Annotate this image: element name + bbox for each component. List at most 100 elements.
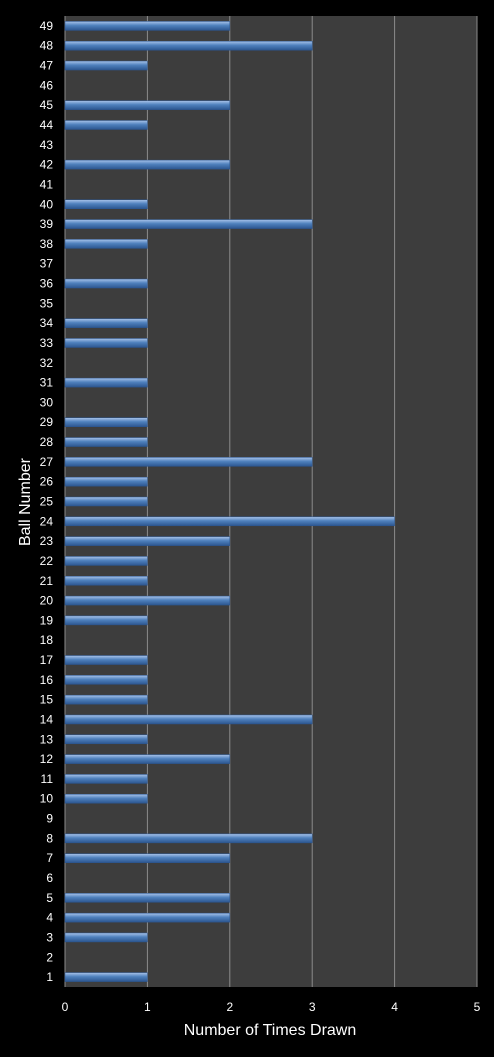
y-tick-label: 3 [46,930,53,944]
bar [64,239,148,249]
bar [64,437,148,447]
y-tick-label: 24 [40,514,54,528]
bar [64,734,148,745]
bar [64,377,148,388]
bar [64,932,148,943]
y-tick-label: 17 [40,653,54,667]
y-tick-label: 6 [46,871,53,885]
y-tick-label: 18 [40,633,54,647]
y-tick-label: 42 [40,158,54,172]
y-tick-label: 35 [40,296,54,310]
y-tick-label: 7 [46,851,53,865]
y-tick-label: 36 [40,277,54,291]
y-tick-label: 20 [40,594,54,608]
y-tick-label: 16 [40,673,54,687]
y-tick-label: 21 [40,574,54,588]
bar [64,675,148,685]
y-tick-label: 45 [40,98,54,112]
y-tick-label: 49 [40,19,54,33]
y-tick-label: 28 [40,435,54,449]
bar [64,457,313,467]
y-tick-label: 30 [40,395,54,409]
bar [64,40,313,51]
y-tick-label: 15 [40,693,54,707]
y-tick-label: 23 [40,534,54,548]
bar [64,893,231,903]
bar [64,714,313,725]
y-tick-label: 41 [40,177,54,191]
x-tick-label: 3 [309,1000,316,1014]
y-tick-label: 12 [40,752,54,766]
y-tick-labels: 1234567891011121314151617181920212223242… [40,19,54,984]
y-tick-label: 29 [40,415,54,429]
bar [64,595,231,606]
x-tick-labels: 0 1 2 3 4 5 [62,1000,481,1014]
bar [64,833,313,844]
bar [64,318,148,328]
bar [64,199,148,210]
bar [64,496,148,507]
y-tick-label: 48 [40,39,54,53]
y-tick-label: 33 [40,336,54,350]
y-tick-label: 10 [40,792,54,806]
bar [64,100,231,110]
y-tick-label: 32 [40,356,54,370]
y-tick-label: 39 [40,217,54,231]
bar [64,556,148,566]
y-tick-label: 37 [40,257,54,271]
y-axis-title: Ball Number [17,457,34,546]
y-tick-label: 2 [46,950,53,964]
bar [64,338,148,348]
y-tick-label: 47 [40,59,54,73]
y-tick-label: 25 [40,495,54,509]
x-tick-label: 4 [391,1000,398,1014]
y-tick-label: 34 [40,316,54,330]
bar [64,21,231,31]
y-tick-label: 13 [40,732,54,746]
y-tick-label: 9 [46,812,53,826]
bar [64,793,148,804]
bar [64,417,148,427]
y-tick-label: 31 [40,376,54,390]
bar [64,476,148,487]
bar [64,615,148,626]
y-tick-label: 14 [40,712,54,726]
bar [64,219,313,229]
y-tick-label: 44 [40,118,54,132]
bar [64,278,148,289]
bar [64,516,395,527]
bar [64,972,148,982]
bar [64,120,148,130]
y-tick-label: 19 [40,613,54,627]
bar [64,912,231,923]
bar [64,853,231,863]
y-tick-label: 38 [40,237,54,251]
y-tick-label: 4 [46,911,53,925]
y-tick-label: 46 [40,78,54,92]
x-axis-title: Number of Times Drawn [184,1022,357,1039]
bar [64,60,148,71]
y-tick-label: 26 [40,475,54,489]
y-tick-label: 40 [40,197,54,211]
x-tick-label: 2 [226,1000,233,1014]
bar [64,159,231,170]
bar [64,754,231,764]
bar [64,576,148,586]
bars [64,21,395,982]
x-tick-label: 5 [474,1000,481,1014]
bar [64,774,148,784]
y-tick-label: 11 [41,772,54,786]
bar [64,536,231,546]
x-tick-label: 1 [144,1000,151,1014]
y-tick-label: 1 [46,970,53,984]
y-tick-label: 5 [46,891,53,905]
bar [64,694,148,705]
y-tick-label: 27 [40,455,54,469]
y-tick-label: 8 [46,831,53,845]
y-tick-label: 22 [40,554,54,568]
x-tick-label: 0 [62,1000,69,1014]
y-tick-label: 43 [40,138,54,152]
bar [64,655,148,665]
